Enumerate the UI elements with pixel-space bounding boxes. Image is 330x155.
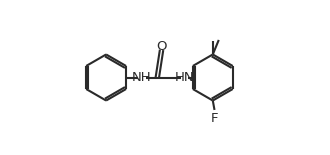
Text: HN: HN <box>175 71 194 84</box>
Text: O: O <box>156 40 167 53</box>
Text: F: F <box>211 113 218 126</box>
Text: NH: NH <box>132 71 152 84</box>
